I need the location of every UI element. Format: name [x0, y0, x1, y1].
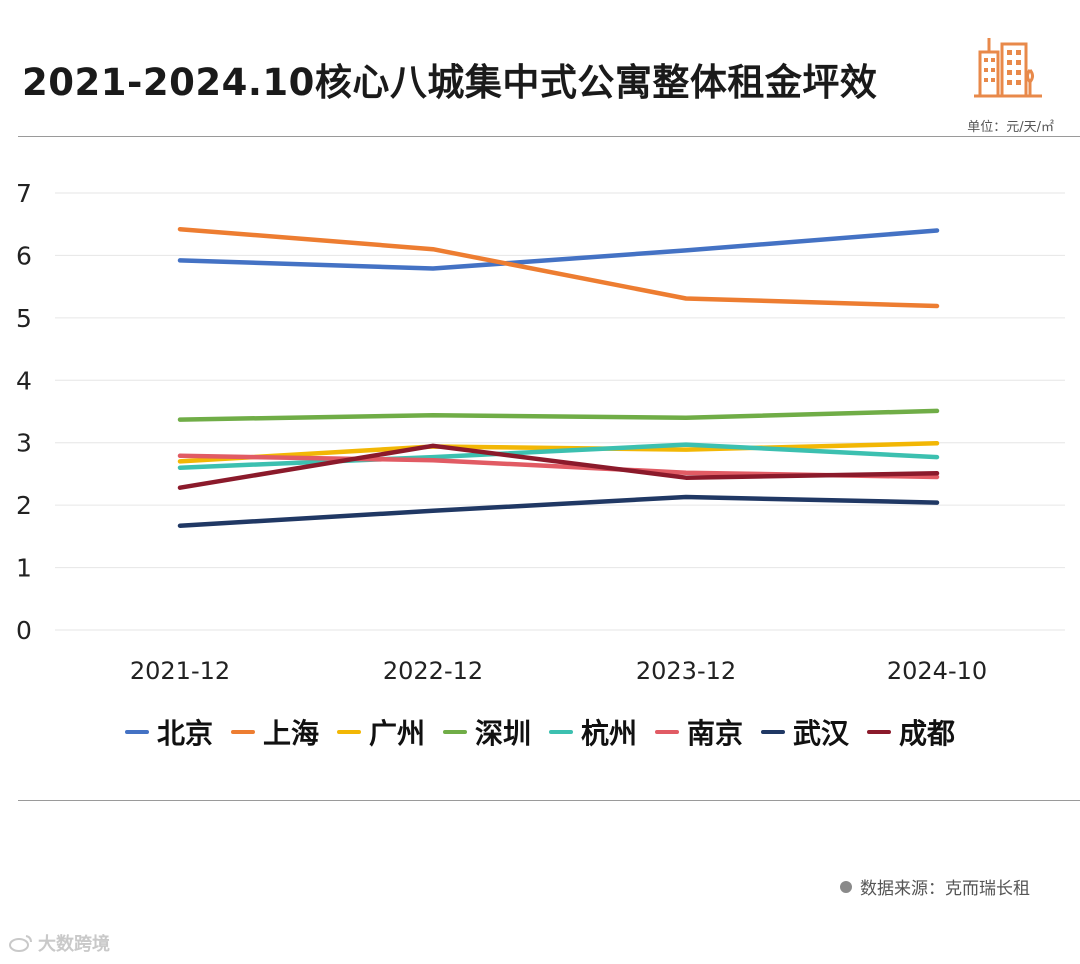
legend-label: 上海: [262, 717, 319, 750]
legend-item: 成都: [867, 712, 955, 752]
legend-label: 广州: [368, 717, 425, 750]
legend-label: 成都: [899, 717, 956, 750]
series-line-深圳: [177, 408, 940, 422]
y-tick-label: 4: [16, 366, 32, 395]
series-line-杭州: [177, 442, 940, 470]
chart-legend: 北京 上海 广州 深圳 杭州 南京 武汉 成都: [0, 712, 1080, 752]
legend-item: 武汉: [761, 712, 849, 752]
x-tick-label: 2024-10: [887, 657, 987, 685]
series-line-成都: [177, 443, 940, 490]
data-source: 数据来源：克而瑞长租: [840, 874, 1030, 899]
bottom-divider: [18, 800, 1080, 801]
legend-swatch: [549, 730, 573, 734]
y-tick-label: 7: [16, 179, 32, 208]
watermark-text: 大数跨境: [38, 934, 110, 955]
dot-icon: [840, 880, 852, 893]
legend-swatch: [867, 730, 892, 734]
weibo-icon: [9, 935, 32, 952]
series-line-北京: [177, 228, 940, 271]
legend-swatch: [442, 730, 467, 734]
legend-item: 北京: [124, 712, 213, 752]
legend-item: 深圳: [442, 712, 531, 752]
legend-label: 杭州: [581, 717, 638, 750]
top-divider: [18, 136, 1080, 137]
unit-label: 单位：元/天/㎡: [967, 120, 1054, 135]
legend-item: 上海: [230, 712, 319, 752]
series-line-上海: [177, 226, 940, 309]
legend-label: 深圳: [474, 717, 531, 750]
y-tick-label: 6: [16, 241, 32, 270]
y-tick-label: 0: [16, 616, 32, 645]
y-tick-label: 1: [16, 554, 32, 583]
legend-swatch: [655, 730, 680, 734]
legend-swatch: [230, 730, 255, 734]
source-text: 数据来源：克而瑞长租: [860, 879, 1030, 899]
series-line-武汉: [177, 494, 940, 528]
y-tick-label: 3: [16, 429, 32, 458]
series-line-广州: [177, 441, 940, 464]
legend-label: 北京: [156, 717, 213, 750]
legend-item: 杭州: [549, 712, 637, 752]
y-tick-label: 5: [16, 304, 32, 333]
legend-item: 南京: [655, 712, 743, 752]
legend-swatch: [336, 730, 361, 734]
legend-label: 南京: [687, 717, 744, 750]
y-tick-label: 2: [16, 491, 32, 520]
x-tick-label: 2022-12: [383, 657, 483, 685]
watermark: 大数跨境: [8, 930, 110, 956]
buildings-icon: [974, 38, 1042, 98]
legend-swatch: [124, 730, 149, 734]
x-tick-label: 2023-12: [636, 657, 736, 685]
chart-title: 2021-2024.10核心八城集中式公寓整体租金坪效: [22, 61, 878, 104]
legend-label: 武汉: [793, 717, 850, 750]
x-tick-label: 2021-12: [130, 657, 230, 685]
line-chart: 0 1 2 3 4 5 6 7 2021-12 2022-12 2023-12 2024-10: [16, 179, 1065, 685]
legend-item: 广州: [336, 712, 425, 752]
legend-swatch: [761, 730, 786, 734]
